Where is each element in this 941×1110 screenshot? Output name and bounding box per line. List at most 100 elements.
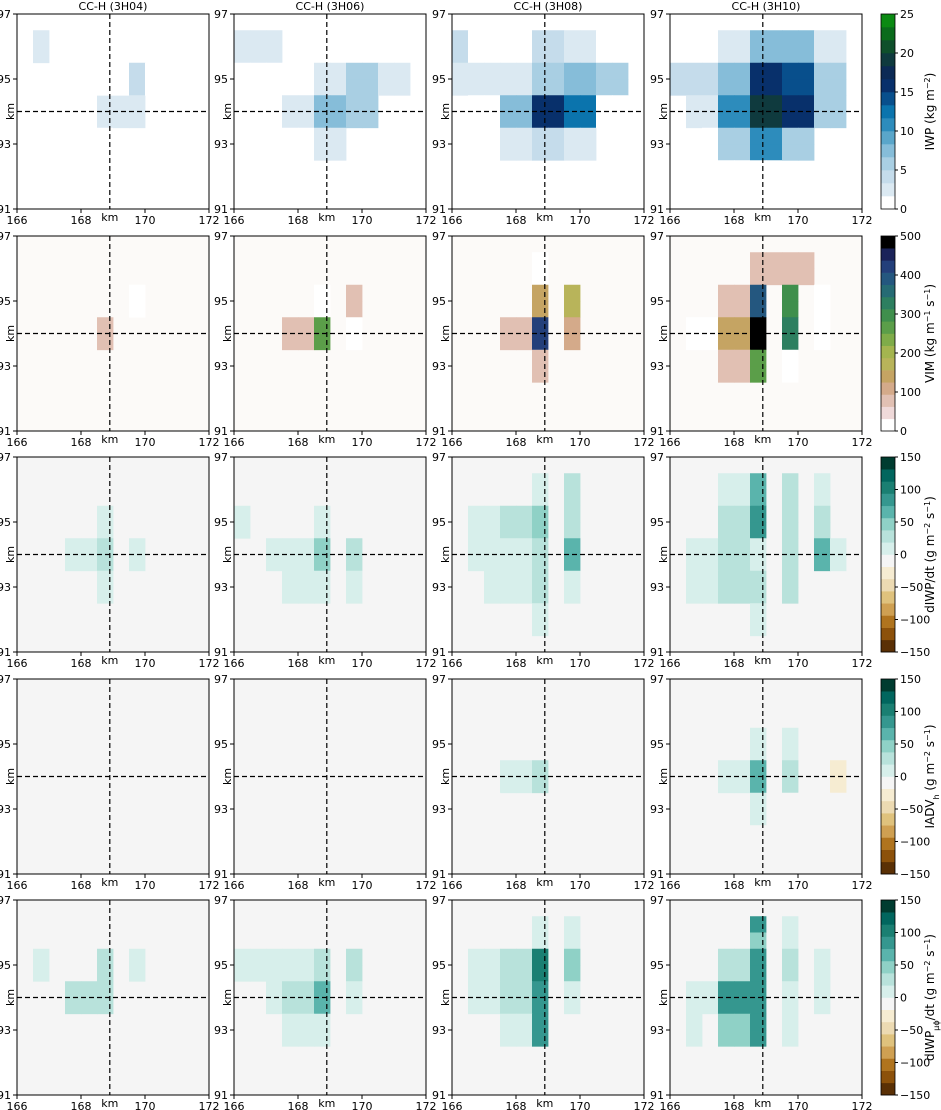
heatmap-cell [330, 95, 347, 112]
heatmap-cell [468, 554, 485, 572]
heatmap-cell [532, 489, 549, 507]
heatmap-cell [452, 46, 469, 64]
x-axis-label: km [754, 211, 771, 224]
colorbar-segment [881, 14, 895, 28]
heatmap-cell [750, 570, 767, 588]
heatmap-cell [766, 111, 783, 129]
heatmap-cell [734, 366, 751, 383]
heatmap-cell [298, 554, 315, 572]
colorbar-segment [881, 1009, 895, 1023]
heatmap-cell [702, 587, 719, 604]
y-axis-label: km [4, 325, 17, 342]
heatmap-cell [750, 965, 767, 982]
x-tick-label: 168 [506, 214, 527, 227]
heatmap-cell [532, 317, 549, 334]
y-tick-label: 95 [0, 295, 11, 308]
colorbar-segment [881, 66, 895, 80]
heatmap-cell [830, 46, 847, 64]
colorbar-segment [881, 517, 895, 531]
heatmap-cell [782, 127, 799, 145]
x-tick-label: 168 [724, 436, 745, 449]
heatmap-cell [670, 792, 687, 810]
colorbar-segment [881, 1046, 895, 1059]
heatmap-cell [686, 570, 703, 588]
y-tick-label: 91 [0, 868, 11, 881]
heatmap-cell [346, 965, 363, 982]
heatmap-cell [814, 538, 831, 555]
heatmap-cell [814, 46, 831, 64]
y-tick-label: 95 [0, 516, 11, 529]
colorbar-segment [881, 382, 895, 395]
heatmap-cell [782, 1030, 799, 1047]
heatmap-cell [734, 333, 751, 351]
colorbar-segment [881, 591, 895, 604]
heatmap-cell [564, 144, 581, 161]
heatmap-cell [314, 1013, 331, 1031]
heatmap-cell [798, 792, 815, 810]
colorbar-segment [881, 505, 895, 519]
heatmap-cell [564, 538, 581, 555]
colorbar-segment [881, 493, 895, 507]
heatmap-cell [97, 948, 114, 966]
heatmap-cell [484, 997, 501, 1015]
heatmap-cell [330, 62, 347, 80]
heatmap-cell [702, 144, 719, 161]
x-axis-label: km [101, 433, 118, 446]
x-axis-label: km [318, 211, 335, 224]
heatmap-cell [532, 301, 549, 318]
heatmap-cell [314, 554, 331, 572]
heatmap-cell [718, 349, 735, 367]
y-tick-label: 97 [0, 894, 11, 907]
x-tick-label: 172 [199, 214, 220, 227]
heatmap-cell [734, 587, 751, 604]
y-tick-label: 93 [0, 1024, 11, 1037]
y-tick-label: 91 [432, 646, 446, 659]
y-tick-label: 95 [432, 295, 446, 308]
x-tick-label: 166 [7, 1100, 28, 1110]
heatmap-cell [145, 79, 162, 96]
heatmap-cell [532, 948, 549, 966]
x-tick-label: 166 [224, 214, 245, 227]
heatmap-cell [266, 997, 283, 1015]
heatmap-cell [798, 30, 815, 47]
heatmap-cell [298, 538, 315, 555]
heatmap-cell [814, 79, 831, 96]
heatmap-cell [81, 554, 98, 572]
colorbar-tick-label: 15 [900, 86, 914, 99]
heatmap-cell [782, 473, 799, 490]
heatmap-cell [500, 79, 517, 96]
heatmap-cell [718, 301, 735, 318]
x-tick-label: 170 [570, 214, 591, 227]
heatmap-cell [468, 522, 485, 539]
heatmap-cell [734, 965, 751, 982]
heatmap-cell [81, 538, 98, 555]
heatmap-cell [750, 841, 767, 859]
heatmap-cell [33, 30, 50, 47]
heatmap-cell [81, 997, 98, 1015]
heatmap-cell [596, 62, 613, 80]
colorbar-tick-label: −100 [900, 614, 930, 627]
heatmap-cell [532, 981, 549, 998]
heatmap-cell [97, 538, 114, 555]
heatmap-cell [532, 916, 549, 933]
heatmap-cell [846, 997, 863, 1015]
colorbar-segment [881, 912, 895, 925]
y-tick-label: 93 [650, 138, 664, 151]
heatmap-cell [314, 127, 331, 145]
heatmap-cell [718, 489, 735, 507]
heatmap-cell [564, 79, 581, 96]
y-tick-label: 91 [432, 425, 446, 438]
heatmap-cell [129, 948, 146, 966]
heatmap-cell [484, 505, 501, 523]
heatmap-cell [798, 95, 815, 112]
colorbar-label: dIWP/dt (g m−2 s−1) [923, 496, 938, 613]
heatmap-cell [750, 473, 767, 490]
heatmap-cell [734, 505, 751, 523]
heatmap-cell [564, 127, 581, 145]
heatmap-cell [686, 333, 703, 351]
colorbar-segment [881, 825, 895, 838]
heatmap-cell [670, 62, 687, 80]
y-tick-label: 95 [214, 738, 228, 751]
heatmap-cell [750, 160, 767, 177]
heatmap-cell [468, 46, 485, 64]
